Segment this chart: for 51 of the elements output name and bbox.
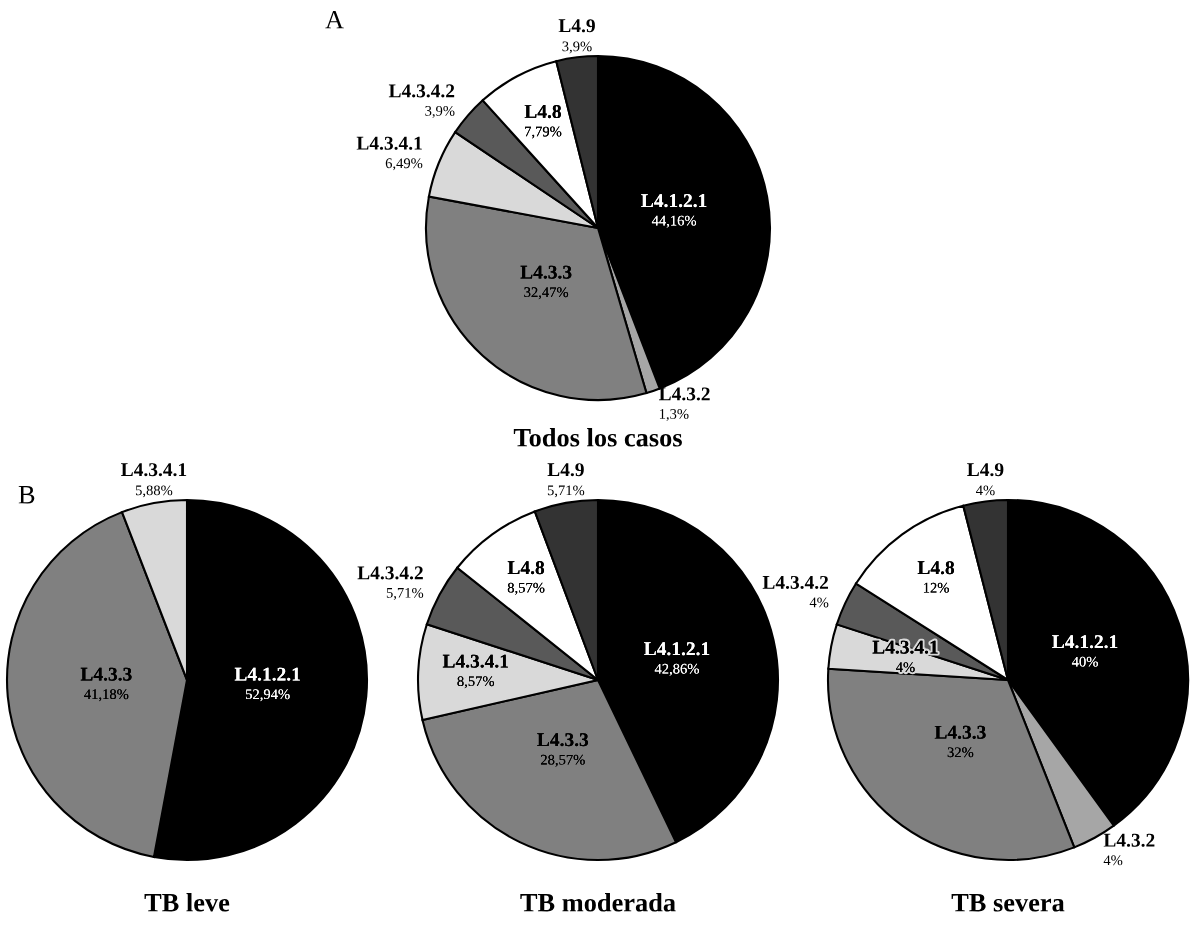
data-label: 44,16% <box>651 215 697 228</box>
slice-label: L4.9 <box>967 463 1004 477</box>
slice-label: L4.3.4.1 <box>442 654 508 668</box>
data-label: 41,18% <box>84 689 129 702</box>
slice-label: L4.3.3 <box>520 265 572 279</box>
slice-label: L4.9 <box>547 463 584 477</box>
data-label: 3,9% <box>562 41 592 54</box>
data-label: 3,9% <box>425 105 455 118</box>
slice-label: L4.8 <box>917 561 955 575</box>
data-label: 4% <box>1103 855 1123 866</box>
text: TB severa <box>951 894 1065 912</box>
data-label: 8,57% <box>507 582 545 595</box>
slice-label: L4.1.2.1 <box>1052 635 1118 649</box>
data-label: 5,88% <box>135 485 173 498</box>
data-label: 1,3% <box>659 409 689 421</box>
slice-label: L4.8 <box>524 104 561 119</box>
slice-label: L4.3.3 <box>537 733 589 747</box>
slice-label: L4.1.2.1 <box>234 667 300 681</box>
slice-label: L4.8 <box>507 561 545 575</box>
text: TB leve <box>144 893 230 912</box>
data-label: 40% <box>1071 656 1098 667</box>
data-label: 12% <box>923 582 949 593</box>
text: A <box>325 10 344 29</box>
slice-label: L4.3.4.2 <box>762 575 829 590</box>
text: B <box>18 486 35 504</box>
data-label: 7,79% <box>525 126 562 139</box>
data-label: 28,57% <box>540 754 585 767</box>
data-label: 5,71% <box>547 485 585 498</box>
slice-label: L4.3.2 <box>658 387 710 401</box>
slice-label: L4.3.4.2 <box>388 84 455 98</box>
data-label: 32% <box>947 747 974 758</box>
text: Todos los casos <box>513 428 682 447</box>
data-label: 5,71% <box>386 587 424 600</box>
data-label: 4% <box>976 485 995 496</box>
data-label: 52,94% <box>246 689 290 702</box>
slice-label: L4.3.4.1 <box>356 136 422 150</box>
slice-label: L4.9 <box>558 19 595 33</box>
slice-label: L4.3.3 <box>80 667 132 681</box>
text: TB moderada <box>520 893 676 912</box>
data-label: 32,47% <box>524 287 569 300</box>
slice-label: L4.3.4.2 <box>357 566 423 580</box>
slice-label: L4.3.2 <box>1103 833 1155 847</box>
slice-label: L4.3.3 <box>934 725 986 739</box>
data-label: 6,49% <box>385 158 423 171</box>
data-label: 4% <box>896 662 915 673</box>
data-label: 42,86% <box>654 663 699 676</box>
slice-label: L4.1.2.1 <box>644 642 710 656</box>
data-label: 4% <box>809 597 829 608</box>
data-label: 8,57% <box>457 676 495 689</box>
slice-label: L4.1.2.1 <box>641 194 707 208</box>
slice-label: L4.3.4.1 <box>121 463 187 477</box>
